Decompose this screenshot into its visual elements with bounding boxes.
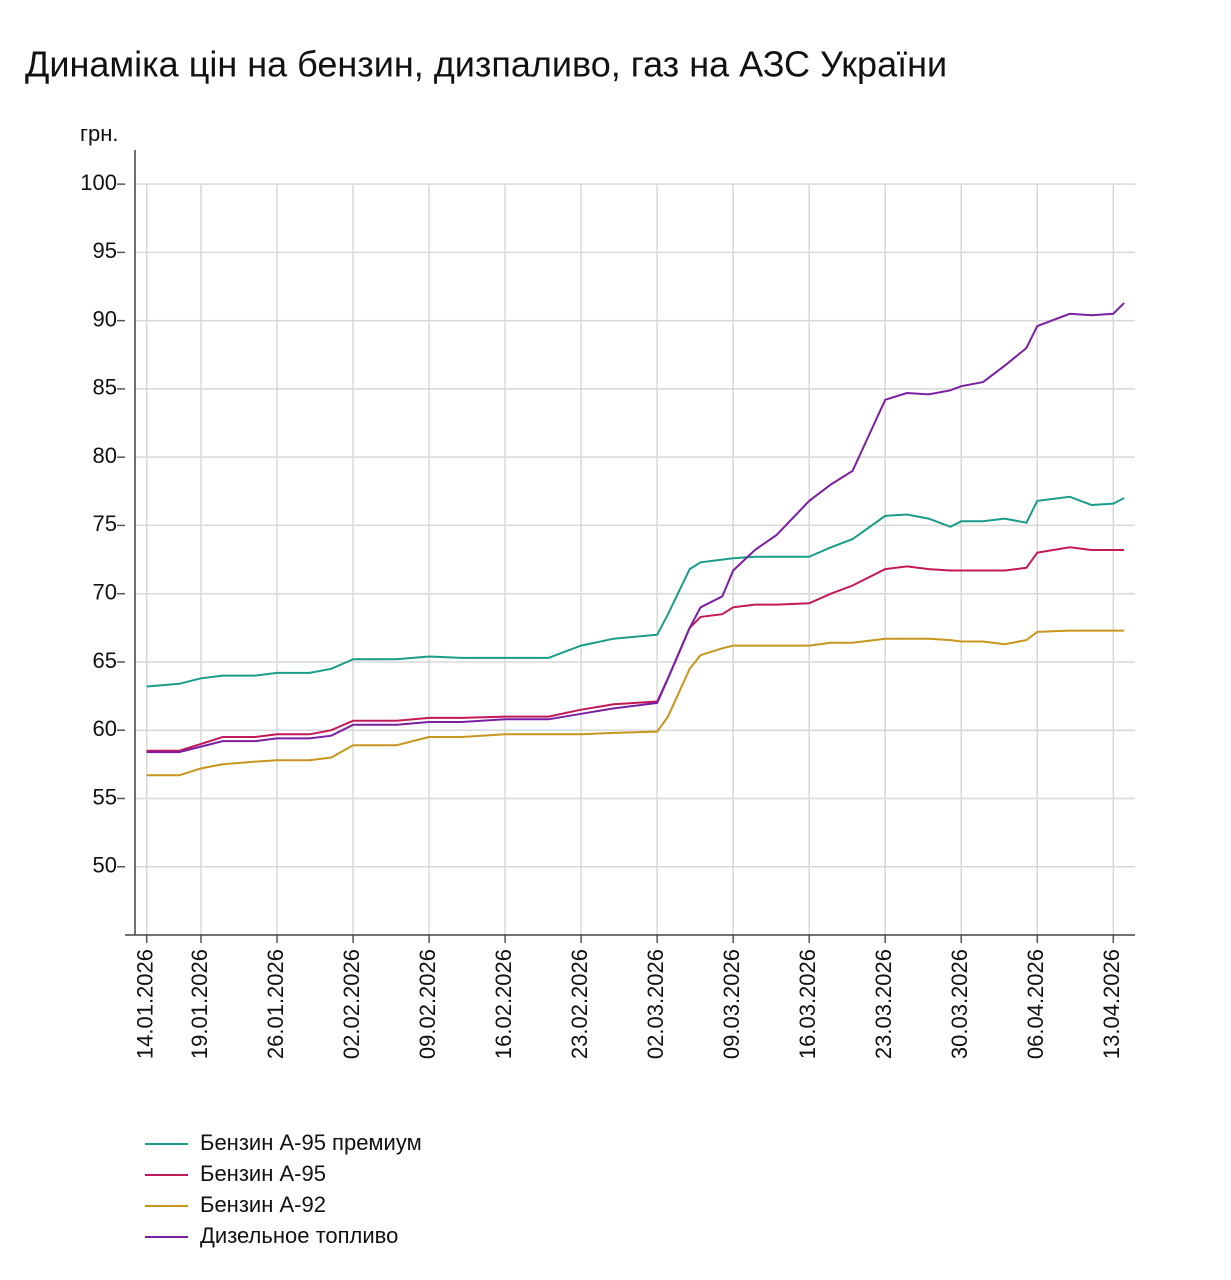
y-tick-label: 55: [93, 784, 117, 809]
chart-title: Динаміка цін на бензин, дизпаливо, газ н…: [25, 44, 947, 85]
legend-label: Бензин А-95 премиум: [200, 1130, 422, 1155]
y-tick-label: 90: [93, 306, 117, 331]
y-tick-label: 80: [93, 443, 117, 468]
legend-label: Дизельное топливо: [200, 1223, 398, 1248]
y-axis-label: грн.: [80, 121, 119, 146]
y-tick-label: 50: [93, 853, 117, 878]
y-tick-label: 70: [93, 580, 117, 605]
x-tick-label: 02.02.2026: [339, 949, 364, 1059]
y-tick-label: 85: [93, 375, 117, 400]
y-tick-label: 60: [93, 716, 117, 741]
series-line: [146, 302, 1125, 754]
y-tick-label: 95: [93, 238, 117, 263]
y-tick-label: 100: [80, 170, 117, 195]
x-tick-label: 09.03.2026: [719, 949, 744, 1059]
x-tick-label: 23.02.2026: [567, 949, 592, 1059]
legend-label: Бензин А-95: [200, 1161, 326, 1186]
x-tick-label: 30.03.2026: [947, 949, 972, 1059]
x-tick-label: 09.02.2026: [415, 949, 440, 1059]
x-tick-label: 14.01.2026: [133, 949, 158, 1059]
x-tick-label: 02.03.2026: [643, 949, 668, 1059]
series-line: [146, 495, 1125, 688]
x-tick-label: 16.02.2026: [491, 949, 516, 1059]
x-tick-label: 06.04.2026: [1023, 949, 1048, 1059]
x-tick-label: 19.01.2026: [187, 949, 212, 1059]
legend-label: Бензин А-92: [200, 1192, 326, 1217]
x-tick-label: 13.04.2026: [1099, 949, 1124, 1059]
x-tick-label: 16.03.2026: [795, 949, 820, 1059]
series-line: [146, 629, 1125, 777]
series-line: [146, 546, 1125, 752]
y-tick-label: 75: [93, 511, 117, 536]
x-tick-label: 26.01.2026: [263, 949, 288, 1059]
x-tick-label: 23.03.2026: [871, 949, 896, 1059]
y-tick-label: 65: [93, 648, 117, 673]
